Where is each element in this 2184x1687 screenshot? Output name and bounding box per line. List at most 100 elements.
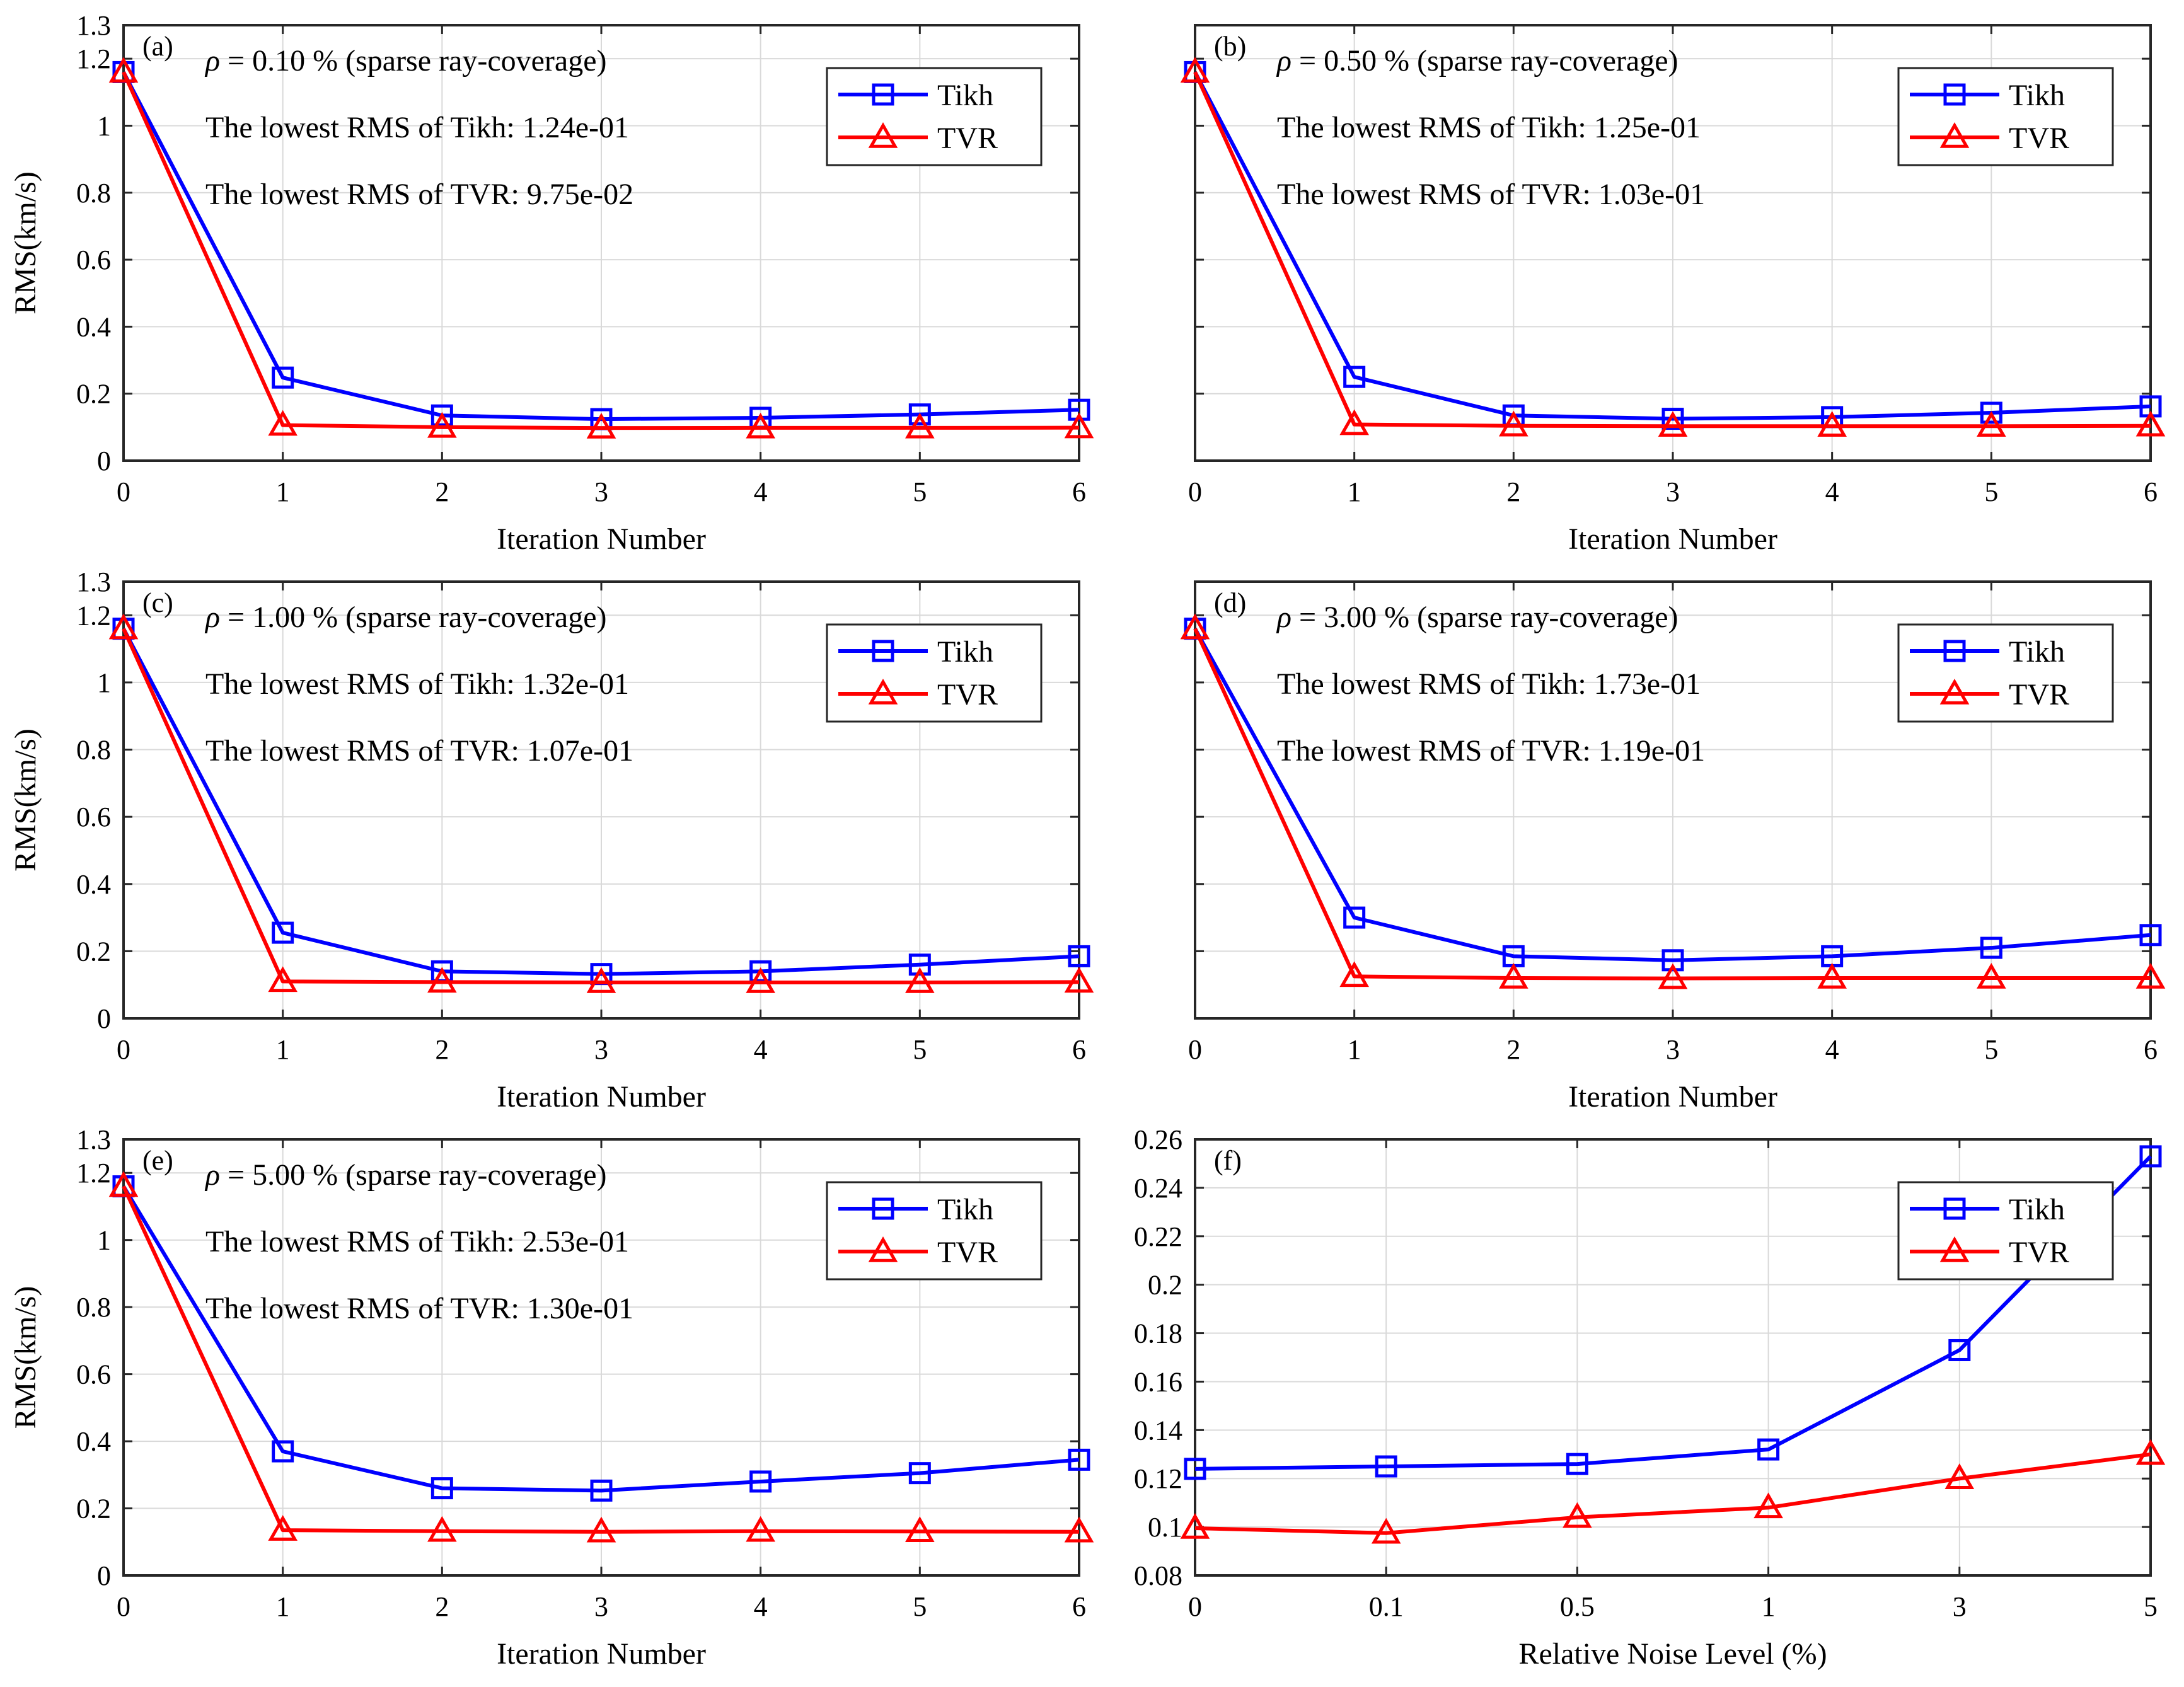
legend-marker-square (872, 1197, 894, 1220)
y-tick-label: 0 (97, 446, 111, 476)
data-point-triangle (1944, 1463, 1975, 1489)
legend-label-tvr: TVR (2009, 1236, 2069, 1269)
legend-label-tikh: Tikh (2009, 79, 2065, 112)
data-point-square (272, 366, 294, 389)
series-line (1193, 628, 2151, 981)
lowest-rms-note: The lowest RMS of Tikh: 1.73e-01 (1277, 667, 1701, 701)
data-point-square (1068, 1448, 1090, 1471)
series-tvr (108, 1171, 1094, 1543)
data-point-triangle (108, 57, 139, 83)
panel-title-text: = 0.50 % (sparse ray-coverage) (1291, 44, 1678, 78)
data-point-triangle (427, 967, 457, 993)
y-tick-label: 1 (97, 667, 111, 698)
legend-label-tvr: TVR (937, 1236, 998, 1269)
legend: Tikh TVR (826, 623, 1043, 723)
data-point-triangle (1180, 613, 1210, 640)
data-point-triangle (586, 413, 616, 439)
legend: Tikh TVR (1897, 67, 2114, 166)
x-tick-label: 4 (754, 1034, 768, 1065)
x-tick-label: 2 (1506, 1034, 1520, 1065)
x-tick-label: 3 (1666, 1034, 1680, 1065)
x-tick-label: 0.1 (1369, 1591, 1404, 1622)
legend: Tikh TVR (1897, 1181, 2114, 1281)
x-tick-label: 5 (913, 1034, 927, 1065)
panel-title-text: = 3.00 % (sparse ray-coverage) (1291, 601, 1678, 634)
legend-marker-triangle (1939, 1236, 1970, 1262)
lowest-rms-note: The lowest RMS of Tikh: 1.32e-01 (205, 667, 629, 701)
x-tick-label: 4 (1825, 476, 1839, 507)
data-point-triangle (1977, 962, 2006, 989)
y-tick-label: 1.3 (76, 567, 111, 597)
y-tick-label: 0.22 (1134, 1221, 1182, 1252)
panel-title-text: = 0.10 % (sparse ray-coverage) (220, 44, 606, 78)
data-point-triangle (1064, 1516, 1094, 1543)
y-tick-label: 0 (97, 1003, 111, 1034)
x-tick-label: 5 (2144, 1591, 2158, 1622)
data-point-triangle (2135, 1439, 2166, 1465)
legend-label-tikh: Tikh (937, 79, 993, 112)
data-point-square (1661, 408, 1684, 430)
lowest-rms-note: The lowest RMS of TVR: 1.07e-01 (205, 734, 633, 768)
data-point-square (908, 403, 931, 426)
y-tick-label: 0.6 (76, 802, 111, 832)
x-tick-label: 5 (913, 476, 927, 507)
x-tick-label: 6 (1072, 1591, 1086, 1622)
rho-symbol: ρ (1276, 601, 1291, 634)
panel-label: (a) (142, 31, 173, 62)
panel-e: 0 1 2 3 4 5 6 0 0.2 0.4 0.6 0.8 1 1.21.3 Iteration Num… (9, 1124, 1094, 1671)
lowest-rms-note: The lowest RMS of Tikh: 1.25e-01 (1277, 111, 1701, 144)
legend-marker-triangle (868, 1236, 898, 1262)
x-tick-label: 1 (276, 1591, 290, 1622)
lowest-rms-note: The lowest RMS of TVR: 1.19e-01 (1277, 734, 1705, 768)
data-point-square (908, 953, 931, 976)
panel-label: (f) (1214, 1145, 1242, 1176)
data-point-triangle (1339, 961, 1369, 987)
series-line (122, 1185, 1080, 1493)
y-tick-label: 1 (97, 110, 111, 141)
y-tick-label: 0.8 (76, 178, 111, 209)
x-tick-label: 1 (276, 1034, 290, 1065)
x-tick-label: 1 (1348, 476, 1361, 507)
panel-title: ρ = 3.00 % (sparse ray-coverage) (1276, 601, 1678, 634)
legend-marker-square (872, 83, 894, 106)
x-tick-label: 3 (594, 1034, 608, 1065)
data-point-triangle (1499, 962, 1528, 989)
legend-label-tvr: TVR (2009, 122, 2069, 155)
panel-title: ρ = 0.10 % (sparse ray-coverage) (204, 44, 607, 78)
data-point-square (430, 404, 453, 427)
data-point-triangle (268, 410, 298, 436)
legend-box (1897, 67, 2114, 166)
legend-label-tikh: Tikh (2009, 1193, 2065, 1226)
x-tick-label: 0 (1188, 1034, 1202, 1065)
x-tick-label: 5 (1984, 476, 1998, 507)
lowest-rms-note: The lowest RMS of Tikh: 1.24e-01 (205, 111, 629, 144)
y-tick-label: 1.3 (76, 1124, 111, 1155)
data-point-square (749, 1470, 772, 1493)
y-tick-label: 0.4 (76, 869, 111, 900)
legend-box (826, 67, 1043, 166)
legend-label-tvr: TVR (937, 122, 998, 155)
panel-d: 0 1 2 3 4 5 6 Iteration Number (d) ρ = 3.00 % (sp… (1180, 580, 2166, 1114)
y-tick-label: 1.2 (76, 43, 111, 74)
panel-label: (e) (142, 1145, 173, 1176)
lowest-rms-note: The lowest RMS of TVR: 1.03e-01 (1277, 178, 1705, 211)
y-tick-label: 0.08 (1134, 1560, 1182, 1591)
y-tick-label: 0.6 (76, 245, 111, 275)
data-point-triangle (1658, 411, 1688, 437)
y-axis-label: RMS(km/s) (9, 1286, 42, 1429)
legend-marker-square (1943, 1197, 1966, 1220)
x-tick-label: 5 (1984, 1034, 1998, 1065)
legend-label-tvr: TVR (2009, 678, 2069, 711)
x-tick-label: 2 (1506, 476, 1520, 507)
y-tick-label: 0.8 (76, 1292, 111, 1323)
series-line (1194, 1452, 2151, 1535)
data-point-triangle (1563, 1502, 1592, 1528)
x-tick-label: 3 (1953, 1591, 1967, 1622)
panel-label: (b) (1214, 31, 1246, 62)
y-tick-label: 0.2 (76, 379, 111, 410)
data-point-triangle (108, 1171, 139, 1197)
x-axis-label: Iteration Number (497, 1080, 706, 1114)
data-point-square (1068, 398, 1090, 421)
y-tick-label: 1 (97, 1225, 111, 1256)
